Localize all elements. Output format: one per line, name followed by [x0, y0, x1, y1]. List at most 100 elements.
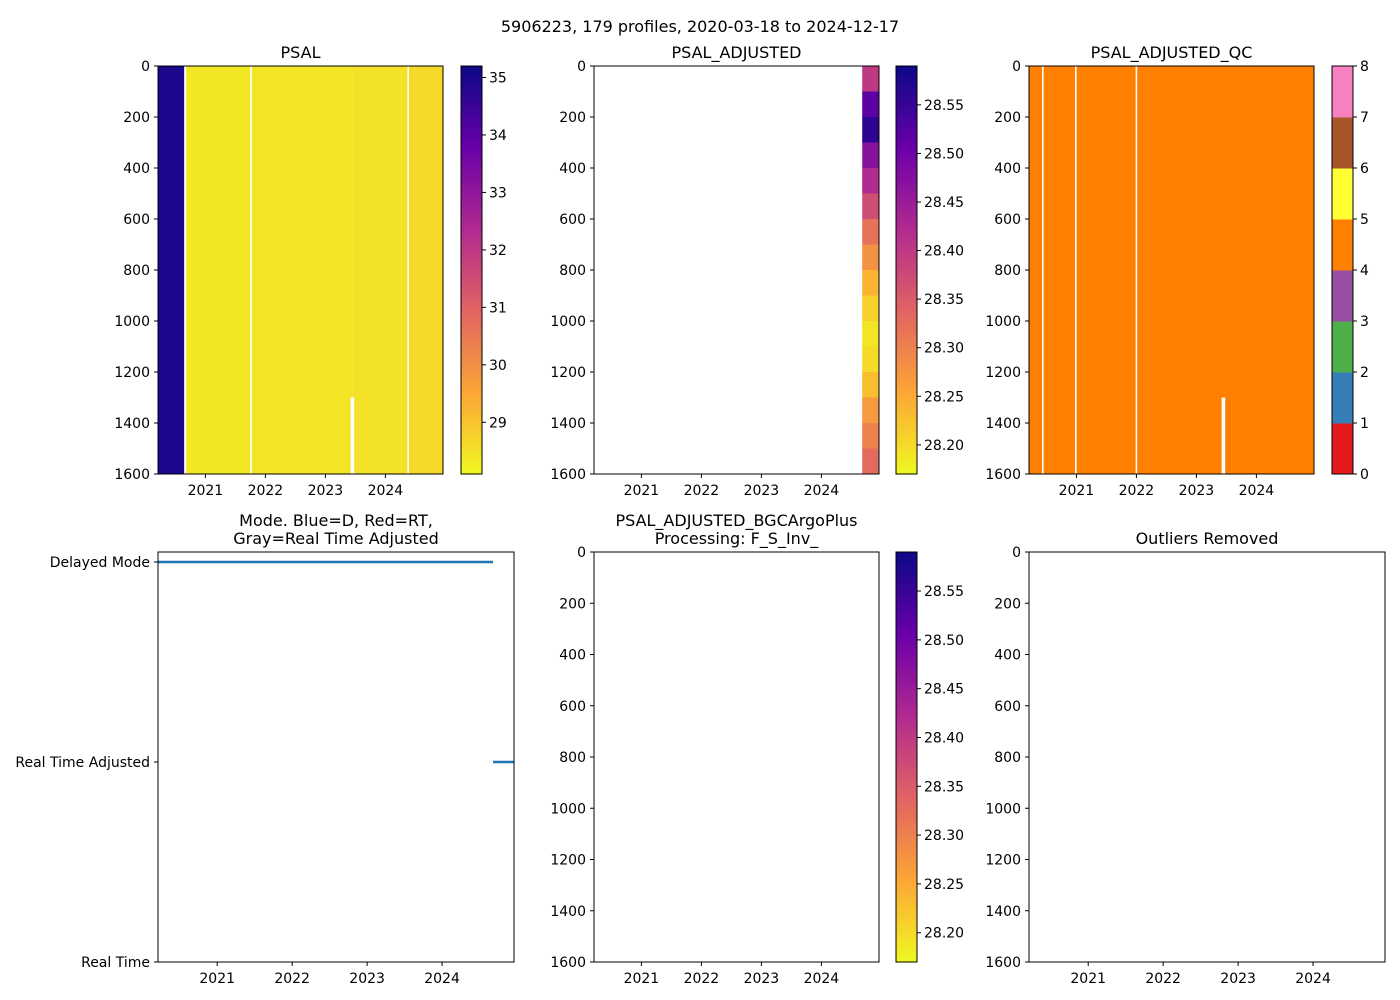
psal-colorbar-band [461, 132, 482, 138]
psal_adjusted-colorbar-band [896, 336, 917, 342]
psal-adjusted-cell [862, 346, 879, 373]
psal-colorbar-band [461, 111, 482, 118]
psal-colorbar-band [461, 443, 482, 450]
psal_adjusted-colorbar-band [896, 468, 917, 475]
psal_adjusted-colorbar-band [896, 106, 917, 113]
psal-colorbar-band [461, 183, 482, 189]
bgcargoplus-xtick-label: 2022 [684, 971, 720, 987]
bgcargoplus-xtick-label: 2024 [804, 971, 840, 987]
bgcargoplus-ytick-label: 1600 [550, 955, 586, 971]
outliers-xtick-label: 2022 [1145, 971, 1181, 987]
bgcargoplus-colorbar-band [896, 623, 917, 630]
bgcargoplus-colorbar-band [896, 639, 917, 645]
psal_adjusted_qc-colorbar-swatch [1332, 168, 1353, 220]
psal-colorbar-band [461, 152, 482, 159]
bgcargoplus-colorbar-band [896, 874, 917, 881]
bgcargoplus-ytick-label: 400 [559, 648, 586, 664]
psal_adjusted_qc-colorbar-swatch [1332, 117, 1353, 169]
qc-fill [1029, 66, 1314, 474]
psal_adjusted-ytick-label: 1200 [550, 365, 586, 381]
bgcargoplus-colorbar-band [896, 792, 917, 799]
bgcargoplus-colorbar-band [896, 675, 917, 681]
psal_adjusted-colorbar-band [896, 127, 917, 133]
psal-colorbar-band [461, 198, 482, 205]
psal_adjusted-colorbar-band [896, 147, 917, 154]
psal_adjusted-colorbar-band [896, 382, 917, 388]
psal-gap [250, 66, 252, 474]
psal_adjusted-colorbar-band [896, 117, 917, 123]
psal-ytick-label: 1600 [114, 467, 150, 483]
psal-colorbar-band [461, 377, 482, 383]
psal-colorbar-band [461, 71, 482, 77]
mode-axes-frame [157, 551, 515, 963]
psal-colorbar-band [461, 244, 482, 251]
psal-missing-notch [350, 397, 355, 474]
psal-colorbar-band [461, 162, 482, 169]
bgcargoplus-title: PSAL_ADJUSTED_BGCArgoPlus [615, 511, 857, 531]
psal_adjusted_qc-ytick-label: 1400 [985, 416, 1021, 432]
psal_adjusted_qc-colorbar-swatch [1332, 66, 1353, 118]
psal-segment [186, 66, 251, 474]
bgcargoplus-colorbar-band [896, 808, 917, 814]
outliers-ytick-label: 400 [994, 648, 1021, 664]
psal_adjusted_qc-colorbar-label: 5 [1360, 212, 1369, 228]
psal_adjusted-xtick-label: 2023 [744, 483, 780, 499]
psal-colorbar-band [461, 249, 482, 256]
psal_adjusted-colorbar-band [896, 377, 917, 383]
bgcargoplus-colorbar-band [896, 562, 917, 568]
psal-colorbar-band [461, 203, 482, 210]
psal_adjusted-colorbar-band [896, 280, 917, 286]
psal_adjusted-colorbar-frame [895, 65, 918, 475]
psal_adjusted-colorbar-band [896, 407, 917, 414]
psal_adjusted_qc-xtick-label: 2022 [1119, 483, 1155, 499]
bgcargoplus-ytick-label: 1000 [550, 801, 586, 817]
psal-segment [408, 66, 443, 474]
psal_adjusted-colorbar-band [896, 86, 917, 93]
psal_adjusted-colorbar-band [896, 111, 917, 118]
psal_adjusted-colorbar-band [896, 198, 917, 205]
psal_adjusted_qc-xtick-label: 2021 [1059, 483, 1095, 499]
outliers-ytick-label: 1000 [985, 801, 1021, 817]
psal_adjusted_qc-colorbar-swatch [1332, 219, 1353, 271]
psal-colorbar-band [461, 239, 482, 246]
psal_adjusted-colorbar-band [896, 310, 917, 317]
bgcargoplus-colorbar-band [896, 813, 917, 820]
psal-ytick-label: 0 [141, 59, 150, 75]
bgcargoplus-colorbar-band [896, 936, 917, 943]
bgcargoplus-colorbar-label: 28.30 [924, 828, 964, 844]
psal_adjusted-colorbar-label: 28.55 [924, 98, 964, 114]
psal_adjusted-colorbar-band [896, 219, 917, 225]
psal-xtick-label: 2021 [188, 483, 224, 499]
mode-plot [158, 560, 514, 764]
psal_adjusted_qc-colorbar-label: 1 [1360, 416, 1369, 432]
psal-colorbar-band [461, 275, 482, 281]
psal_adjusted-colorbar-band [896, 168, 917, 174]
psal_adjusted_qc-colorbar-label: 7 [1360, 110, 1369, 126]
psal_adjusted_qc-colorbar-swatch [1332, 270, 1353, 322]
psal_adjusted-colorbar-band [896, 208, 917, 215]
bgcargoplus-colorbar-label: 28.20 [924, 926, 964, 942]
psal_adjusted-ytick-label: 0 [577, 59, 586, 75]
psal_adjusted_qc-colorbar-swatch [1332, 372, 1353, 424]
psal-colorbar-band [461, 193, 482, 200]
psal_adjusted_qc-colorbar-swatch [1332, 321, 1353, 373]
bgcargoplus-axes-frame [593, 551, 880, 963]
outliers-title: Outliers Removed [1136, 529, 1279, 548]
psal-ytick-label: 200 [123, 110, 150, 126]
psal-adjusted-cell [862, 448, 879, 475]
psal-colorbar-band [461, 468, 482, 475]
psal-colorbar-band [461, 234, 482, 240]
bgcargoplus-colorbar-band [896, 910, 917, 917]
psal-colorbar-band [461, 428, 482, 434]
outliers-axes-frame [1028, 551, 1386, 963]
psal_adjusted-colorbar-band [896, 402, 917, 409]
psal_adjusted-colorbar-band [896, 193, 917, 200]
bgcargoplus-colorbar-band [896, 905, 917, 912]
bgcargoplus-colorbar-band [896, 710, 917, 717]
bgcargoplus-colorbar-band [896, 582, 917, 589]
outliers-ytick-label: 200 [994, 596, 1021, 612]
psal_adjusted-ytick-label: 1400 [550, 416, 586, 432]
psal-colorbar-band [461, 438, 482, 444]
psal-colorbar-band [461, 412, 482, 419]
psal_adjusted_qc-ytick-label: 1200 [985, 365, 1021, 381]
